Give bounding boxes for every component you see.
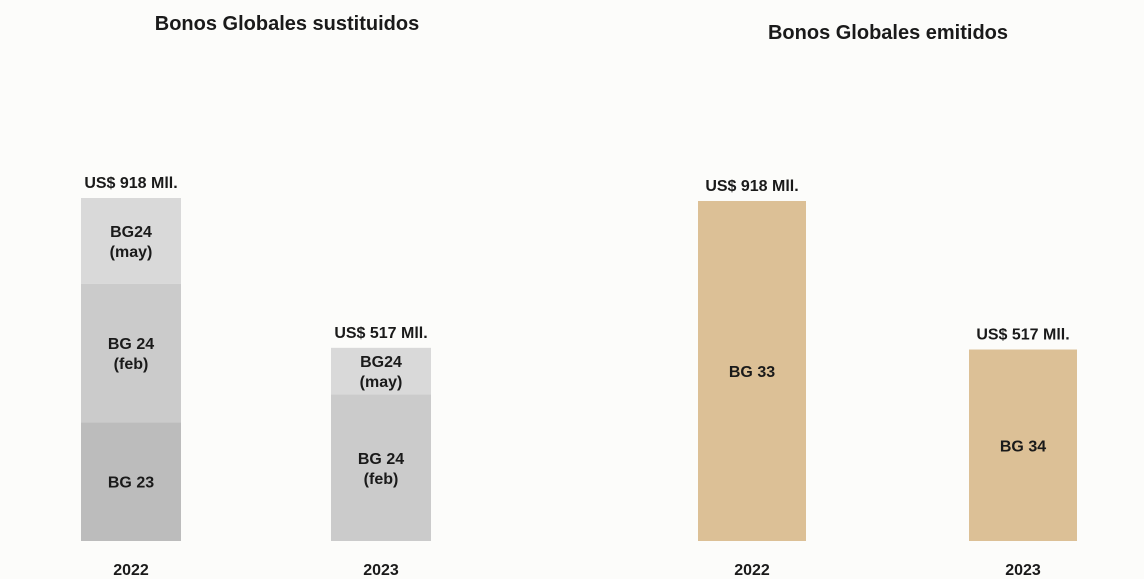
bar-segment — [698, 201, 806, 541]
total-label: US$ 918 Mll. — [705, 178, 798, 195]
segment-label: BG 24 (feb) — [358, 451, 404, 488]
total-label: US$ 517 Mll. — [976, 327, 1069, 344]
segment-label: BG 24 (feb) — [108, 336, 154, 373]
chart-title: Bonos Globales emitidos — [768, 22, 1008, 44]
chart-1: Bonos Globales sustituidos BG 23 BG 24 (feb… — [81, 13, 431, 579]
segment-label: BG24 (may) — [360, 354, 403, 391]
total-label: US$ 918 Mll. — [84, 175, 177, 192]
total-label: US$ 517 Mll. — [334, 325, 427, 342]
segment-label: BG24 (may) — [110, 224, 153, 261]
x-tick-label: 2023 — [363, 562, 399, 579]
x-tick-label: 2023 — [1005, 562, 1041, 579]
segment-label: BG 33 — [729, 364, 775, 381]
chart-2: Bonos Globales emitidos BG 33 US$ 918 Mll.… — [698, 22, 1077, 579]
bar-segment — [81, 283, 181, 423]
bar-segment — [331, 347, 431, 395]
bar-segment — [81, 198, 181, 284]
bar-segment — [331, 394, 431, 541]
chart-title: Bonos Globales sustituidos — [155, 13, 419, 35]
x-tick-label: 2022 — [113, 562, 149, 579]
segment-label: BG 34 — [1000, 438, 1046, 455]
segment-label: BG 23 — [108, 475, 154, 492]
bar-segment — [81, 422, 181, 541]
x-tick-label: 2022 — [734, 562, 770, 579]
bar-segment — [969, 349, 1077, 541]
